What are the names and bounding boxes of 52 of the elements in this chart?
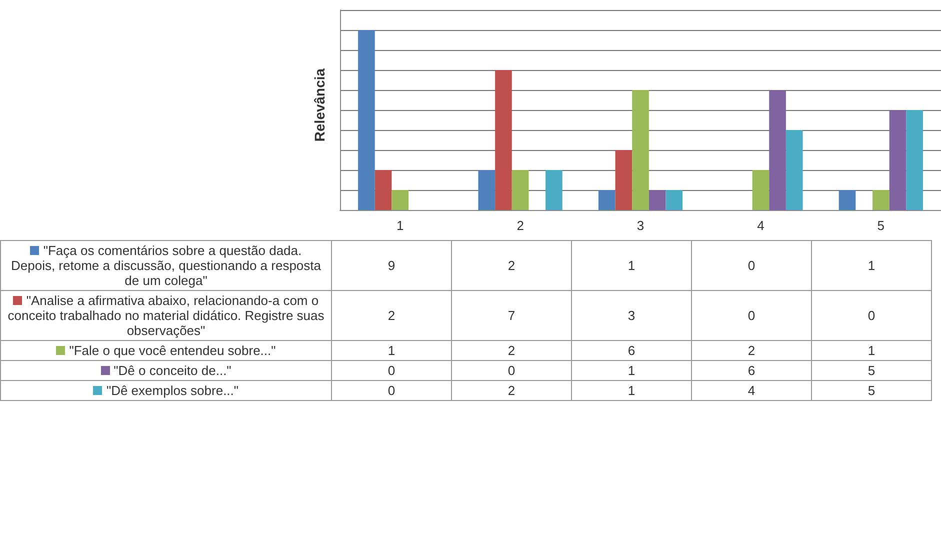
bar xyxy=(598,190,616,210)
data-label: 5 xyxy=(812,380,932,400)
bar xyxy=(392,190,409,210)
legend-label: "Fale o que você entendeu sobre..." xyxy=(0,340,332,360)
data-label: 6 xyxy=(692,360,812,380)
x-tick-label: 3 xyxy=(636,218,644,233)
data-label: 2 xyxy=(452,340,572,360)
data-label: 3 xyxy=(572,290,692,340)
legend-label: "Dê o conceito de..." xyxy=(0,360,332,380)
data-label: 2 xyxy=(692,340,812,360)
data-label: 5 xyxy=(812,360,932,380)
bar xyxy=(495,70,512,210)
bar xyxy=(546,170,562,210)
x-tick-label: 4 xyxy=(757,218,764,233)
bar xyxy=(666,190,683,210)
bar xyxy=(374,170,392,210)
legend-label: "Analise a afirmativa abaixo, relacionando-a com o conceito trabalhado no material didático. Registre suas observações" xyxy=(0,290,332,340)
bar xyxy=(838,190,856,210)
legend-label: "Faça os comentários sobre a questão dada. Depois, retome a discussão, questionando a resposta de um colega" xyxy=(0,240,332,290)
x-tick-label: 2 xyxy=(516,218,524,233)
bar xyxy=(512,170,529,210)
bar xyxy=(478,170,496,210)
bar xyxy=(615,150,632,210)
bar xyxy=(752,170,770,210)
x-tick-label: 5 xyxy=(877,218,885,233)
data-label: 1 xyxy=(572,380,692,400)
bar xyxy=(648,190,666,210)
data-label: 1 xyxy=(332,340,452,360)
x-tick-label: 1 xyxy=(396,218,404,233)
data-label: 1 xyxy=(812,340,932,360)
data-label: 2 xyxy=(452,380,572,400)
y-axis-title: Relevância xyxy=(312,68,328,142)
bar xyxy=(889,110,906,210)
bar xyxy=(358,30,375,210)
data-label: 0 xyxy=(452,360,572,380)
data-label: 2 xyxy=(332,290,452,340)
data-label: 0 xyxy=(332,380,452,400)
data-label: 9 xyxy=(332,240,452,290)
bar xyxy=(786,130,803,210)
data-label: 0 xyxy=(332,360,452,380)
data-label: 0 xyxy=(692,290,812,340)
data-label: 4 xyxy=(692,380,812,400)
data-label: 0 xyxy=(812,290,932,340)
data-label: 6 xyxy=(572,340,692,360)
data-label: 0 xyxy=(692,240,812,290)
bar xyxy=(906,110,923,210)
legend-label: "Dê exemplos sobre..." xyxy=(0,380,332,400)
data-label: 1 xyxy=(572,360,692,380)
data-label: 7 xyxy=(452,290,572,340)
bar xyxy=(632,90,649,210)
bar xyxy=(872,190,890,210)
bar xyxy=(769,90,786,210)
